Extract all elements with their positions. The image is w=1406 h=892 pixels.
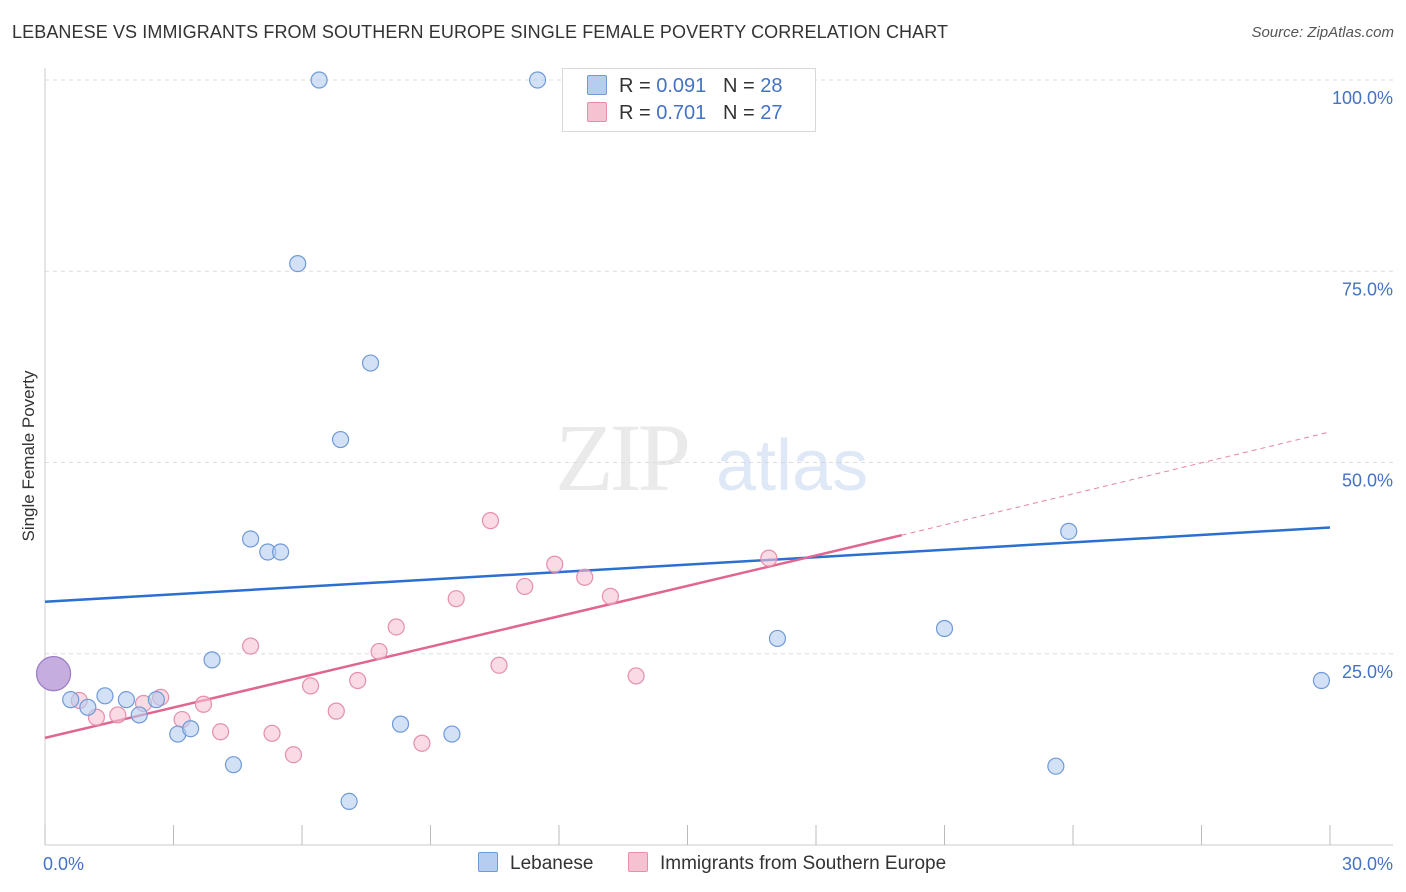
point-immigrants: [490, 656, 508, 674]
point-immigrants: [370, 642, 388, 661]
data-points: [35, 71, 1331, 810]
watermark-atlas: atlas: [716, 426, 868, 506]
point-lebanese: [203, 651, 221, 669]
x-tick-label: 30.0%: [1342, 854, 1393, 874]
point-immigrants: [301, 677, 320, 695]
point-immigrants: [194, 695, 213, 713]
point-lebanese: [443, 725, 461, 743]
point-lebanese: [1312, 671, 1331, 690]
point-immigrants: [447, 590, 465, 608]
point-lebanese: [528, 71, 547, 89]
y-tick-label: 100.0%: [1332, 88, 1393, 108]
bottom-legend-immigrants: Immigrants from Southern Europe: [628, 852, 946, 875]
point-immigrants: [516, 577, 534, 596]
point-lebanese: [117, 691, 135, 709]
point-lebanese: [310, 71, 328, 89]
tick-labels: 25.0% 50.0% 75.0% 100.0% 0.0% 30.0%: [43, 88, 1393, 874]
point-immigrants: [546, 555, 564, 573]
point-immigrants: [349, 671, 367, 690]
bottom-legend-lebanese: Lebanese: [478, 852, 593, 875]
point-immigrants: [760, 549, 778, 567]
trendline-immigrants: [44, 533, 902, 740]
axes: [44, 68, 1393, 846]
legend-row-lebanese: R = 0.091 N = 28: [587, 75, 782, 101]
legend-n-value: 27: [760, 102, 783, 124]
y-tick-label: 25.0%: [1342, 662, 1393, 682]
point-immigrants: [387, 618, 405, 636]
bottom-legend-swatch-pink: [628, 852, 648, 872]
trendline-lebanese: [44, 526, 1331, 603]
legend-row-immigrants: R = 0.701 N = 27: [587, 102, 782, 128]
legend-swatch-blue: [587, 75, 607, 95]
trendlines: [44, 431, 1331, 740]
legend-r-value: 0.701: [656, 102, 707, 124]
source-label: Source: ZipAtlas.com: [1251, 24, 1394, 41]
point-immigrants: [212, 723, 230, 741]
stats-legend: R = 0.091 N = 28 R = 0.701 N = 27: [562, 68, 816, 132]
point-lebanese: [340, 792, 358, 810]
point-lebanese: [271, 543, 290, 561]
bottom-legend-swatch-blue: [478, 852, 498, 872]
point-lebanese: [224, 756, 243, 774]
legend-r-label: R =: [619, 75, 657, 97]
point-lebanese: [79, 698, 97, 716]
point-immigrants: [481, 512, 500, 530]
point-lebanese: [147, 691, 165, 709]
point-lebanese: [331, 430, 350, 449]
y-tick-label: 50.0%: [1342, 471, 1393, 491]
gridlines: [45, 79, 1393, 655]
point-lebanese: [768, 629, 787, 648]
watermark: ZIP atlas: [555, 404, 868, 511]
chart-title: LEBANESE VS IMMIGRANTS FROM SOUTHERN EUR…: [12, 22, 949, 42]
point-immigrants: [627, 667, 645, 685]
point-immigrants: [109, 706, 127, 724]
x-tick-label: 0.0%: [43, 854, 84, 874]
point-immigrants: [327, 702, 345, 720]
legend-r-value: 0.091: [656, 75, 707, 97]
point-immigrants: [263, 724, 281, 742]
legend-n-value: 28: [760, 75, 783, 97]
legend-n-label: N =: [722, 75, 761, 97]
legend-swatch-pink: [587, 102, 607, 122]
point-lebanese: [182, 720, 200, 738]
point-lebanese: [289, 255, 307, 273]
point-lebanese: [1060, 522, 1078, 540]
point-immigrants: [601, 587, 620, 605]
point-lebanese: [242, 530, 260, 548]
watermark-zip: ZIP: [555, 404, 688, 511]
y-axis-label: Single Female Poverty: [19, 370, 38, 542]
y-tick-label: 75.0%: [1342, 279, 1393, 299]
point-immigrants: [284, 746, 303, 764]
point-immigrants: [576, 568, 594, 586]
point-lebanese: [62, 691, 80, 709]
point-lebanese: [96, 687, 114, 705]
trendline-immigrants-extension: [901, 431, 1331, 536]
point-immigrants: [242, 637, 260, 655]
point-lebanese: [1047, 757, 1065, 775]
point-lebanese: [130, 706, 148, 724]
point-lebanese: [361, 354, 380, 372]
point-overlap: [35, 656, 72, 692]
bottom-legend-label-lebanese: Lebanese: [510, 853, 594, 874]
legend-r-label: R =: [619, 102, 657, 124]
bottom-legend-label-immigrants: Immigrants from Southern Europe: [660, 853, 947, 874]
legend-n-label: N =: [722, 102, 761, 124]
point-immigrants: [413, 734, 431, 752]
point-lebanese: [391, 715, 410, 733]
point-lebanese: [935, 619, 954, 638]
